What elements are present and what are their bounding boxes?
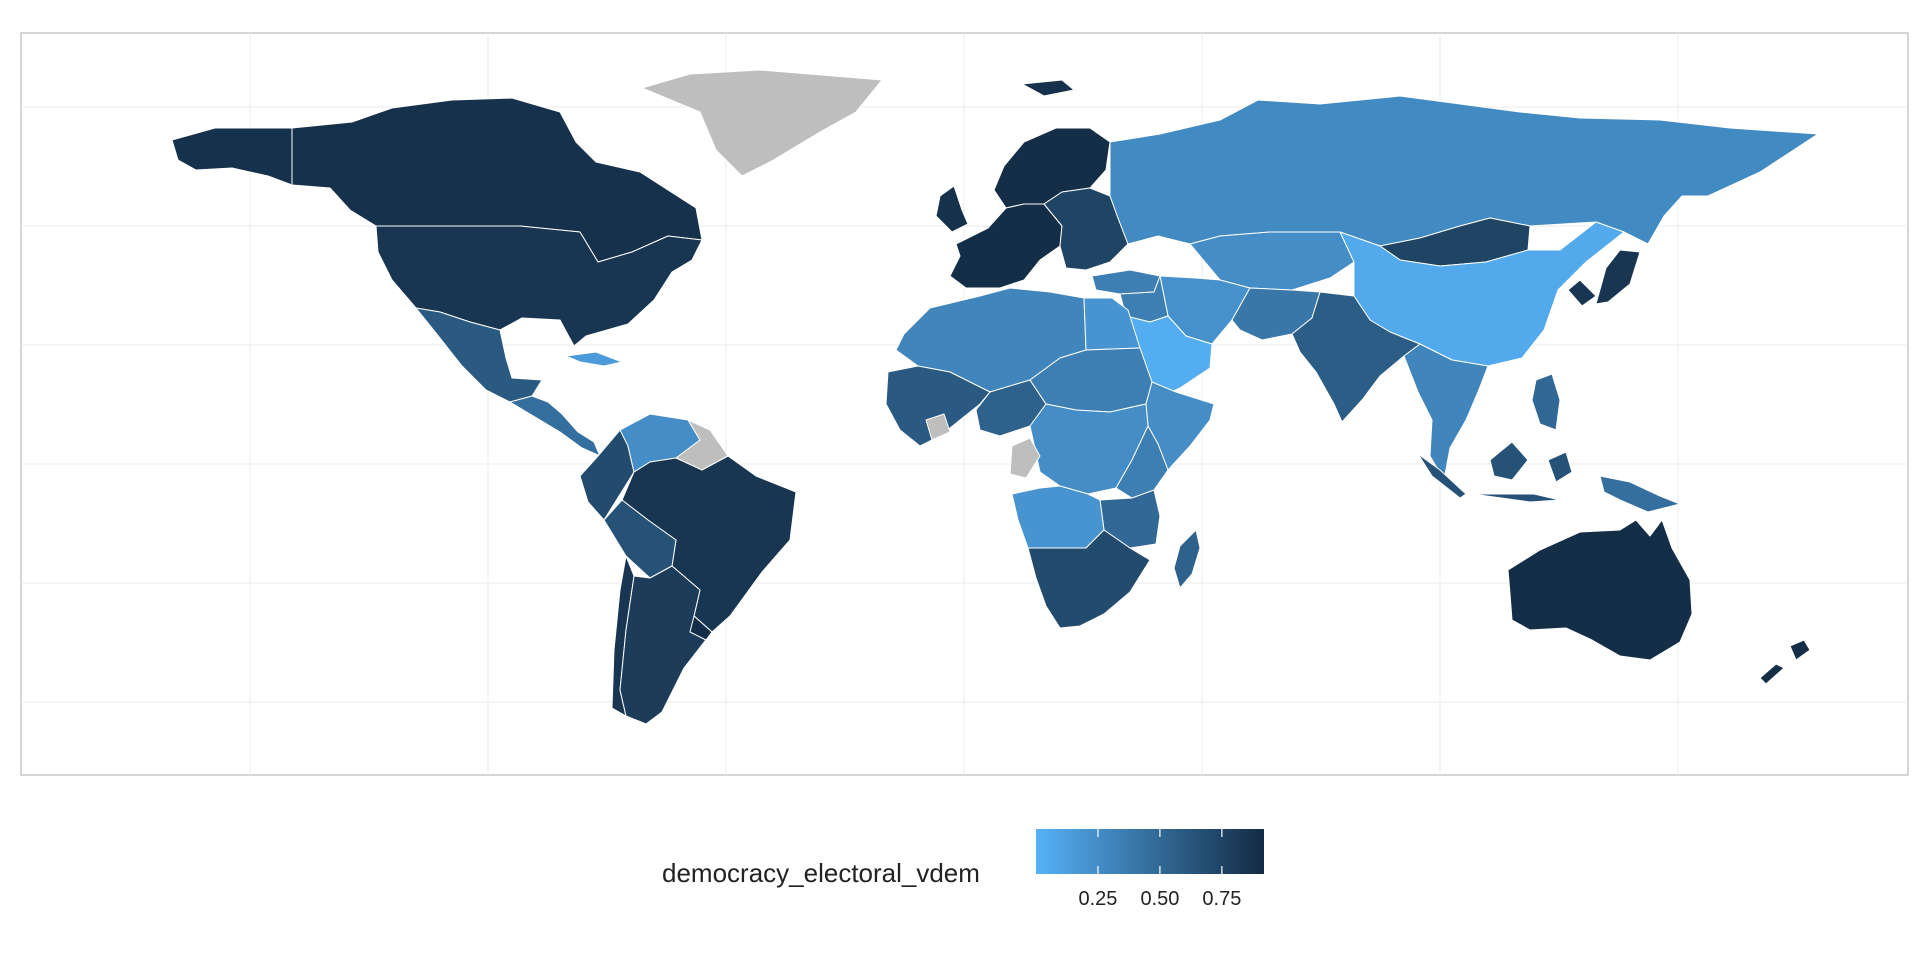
region-angola [1011, 485, 1105, 549]
region-uruguay [689, 615, 713, 641]
region-indonesia [1417, 441, 1573, 503]
region-australia [1507, 519, 1693, 661]
region-congo [1009, 437, 1041, 479]
region-west-africa [885, 365, 991, 447]
region-eastern-europe [1043, 187, 1129, 271]
region-liberia [925, 413, 951, 441]
region-alaska [171, 127, 293, 186]
region-mexico [415, 307, 543, 403]
region-bolivia [603, 499, 677, 579]
region-madagascar [1173, 529, 1201, 589]
region-philippines [1531, 373, 1561, 431]
region-new-zealand [1759, 639, 1811, 685]
region-southern-africa [1027, 529, 1151, 629]
region-cuba [565, 351, 623, 367]
region-western-europe [949, 203, 1063, 289]
region-argentina [619, 565, 713, 725]
region-png [1599, 475, 1681, 513]
region-central-america [509, 395, 601, 457]
region-korea-japan [1567, 249, 1641, 307]
region-iceland [1021, 79, 1075, 97]
region-egypt [1083, 297, 1141, 351]
region-southeast-asia [1403, 343, 1489, 481]
region-greenland [641, 69, 883, 177]
region-uk-ireland [935, 185, 969, 233]
